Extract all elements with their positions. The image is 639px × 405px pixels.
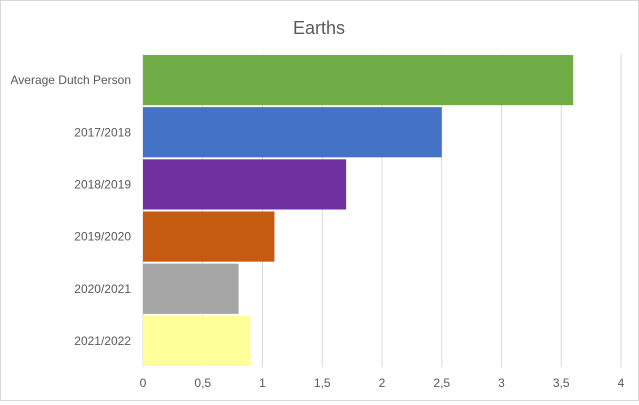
x-tick-label: 3,5 xyxy=(553,376,570,390)
bar xyxy=(143,107,442,158)
x-tick-label: 3 xyxy=(498,376,505,390)
bar xyxy=(143,263,239,314)
bar xyxy=(143,55,574,106)
category-label: Average Dutch Person xyxy=(10,73,131,87)
category-label: 2018/2019 xyxy=(74,177,131,191)
x-tick-label: 4 xyxy=(618,376,625,390)
x-tick-label: 0 xyxy=(140,376,147,390)
x-tick-label: 2,5 xyxy=(433,376,450,390)
x-tick-label: 1,5 xyxy=(314,376,331,390)
x-tick-label: 1 xyxy=(259,376,266,390)
bars xyxy=(143,55,574,366)
bar xyxy=(143,211,275,262)
chart-title: Earths xyxy=(293,18,345,38)
category-label: 2021/2022 xyxy=(74,334,131,348)
gridlines xyxy=(142,54,622,367)
bar xyxy=(143,159,347,210)
category-label: 2020/2021 xyxy=(74,282,131,296)
x-tick-label: 0,5 xyxy=(194,376,211,390)
category-label: 2019/2020 xyxy=(74,230,131,244)
x-tick-label: 2 xyxy=(379,376,386,390)
category-labels: Average Dutch Person 2017/2018 2018/2019 20… xyxy=(10,73,131,348)
bar xyxy=(143,315,251,366)
category-label: 2017/2018 xyxy=(74,125,131,139)
x-axis-tick-labels: 0 0,5 1 1,5 2 2,5 3 3,5 4 xyxy=(140,376,625,390)
